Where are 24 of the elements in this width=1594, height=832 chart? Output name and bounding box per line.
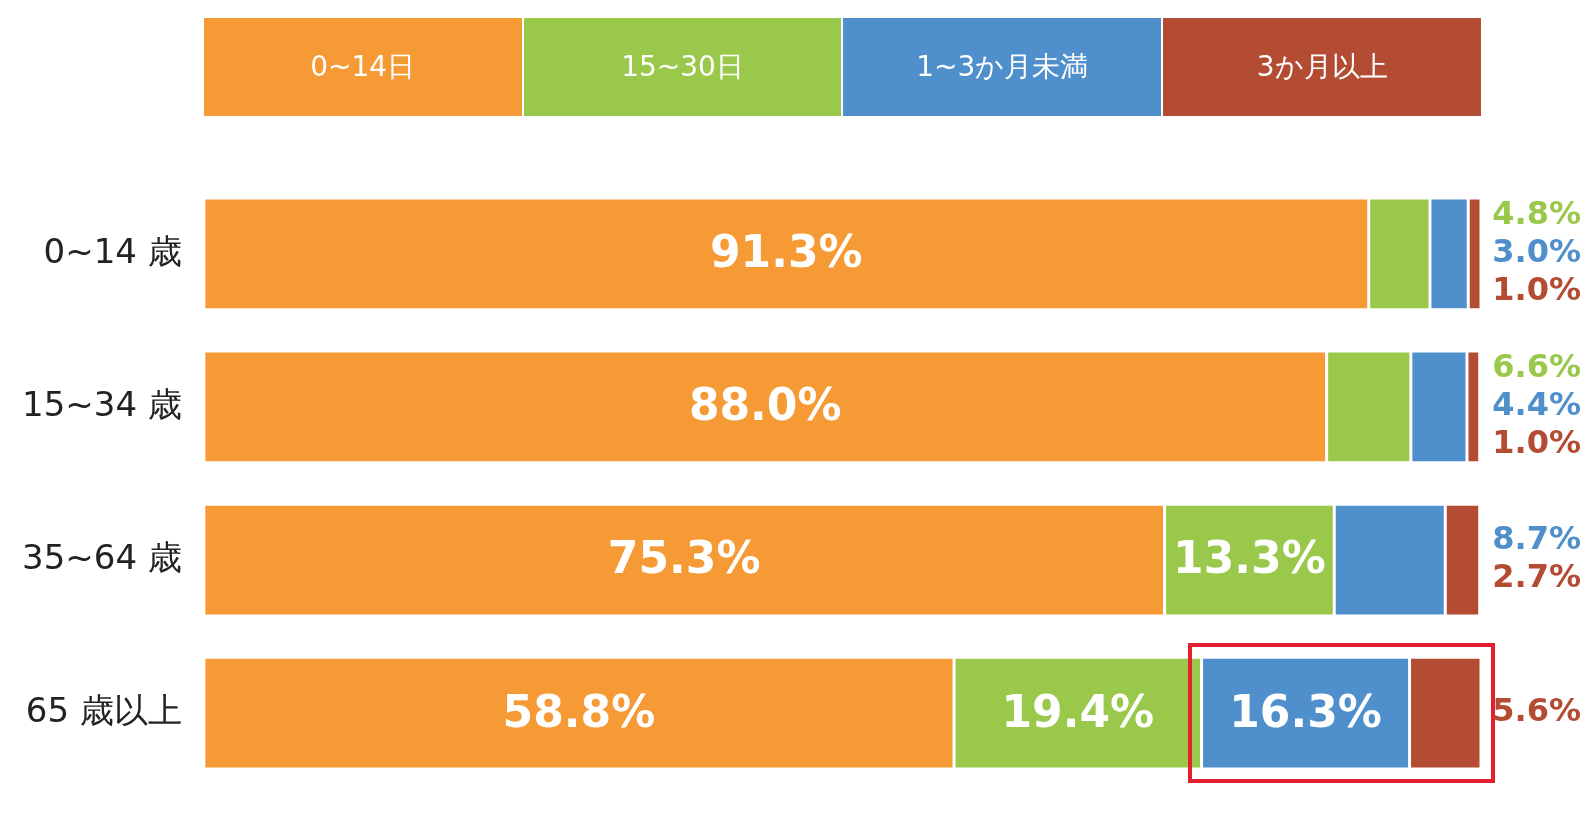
- text: 15~30日: [621, 49, 744, 83]
- text: 0~14日: [310, 49, 416, 83]
- data-label: 58.8%: [502, 685, 656, 737]
- data-label: 1.0%: [1492, 423, 1581, 462]
- data-label: 1.0%: [1492, 270, 1581, 309]
- data-label: 8.7%: [1492, 519, 1581, 558]
- y-tick-label: 35~64 歳: [22, 536, 182, 577]
- data-label: 4.4%: [1492, 385, 1581, 424]
- text: 1~3か月未満: [916, 49, 1089, 83]
- data-label: 91.3%: [709, 226, 863, 278]
- data-label: 16.3%: [1229, 685, 1382, 737]
- data-label: 19.4%: [1001, 685, 1155, 737]
- data-label: 5.6%: [1492, 691, 1581, 730]
- data-label: 88.0%: [688, 379, 842, 431]
- data-label: 6.6%: [1492, 347, 1581, 386]
- y-tick-label: 65 歳以上: [25, 689, 182, 730]
- y-tick-label: 0~14 歳: [43, 230, 182, 271]
- text: 3か月以上: [1256, 49, 1388, 83]
- data-label: 4.8%: [1492, 194, 1581, 233]
- data-label: 75.3%: [607, 532, 761, 584]
- data-label: 3.0%: [1492, 232, 1581, 271]
- y-tick-label: 15~34 歳: [22, 383, 182, 424]
- data-label: 13.3%: [1173, 532, 1326, 584]
- data-label: 2.7%: [1492, 557, 1581, 596]
